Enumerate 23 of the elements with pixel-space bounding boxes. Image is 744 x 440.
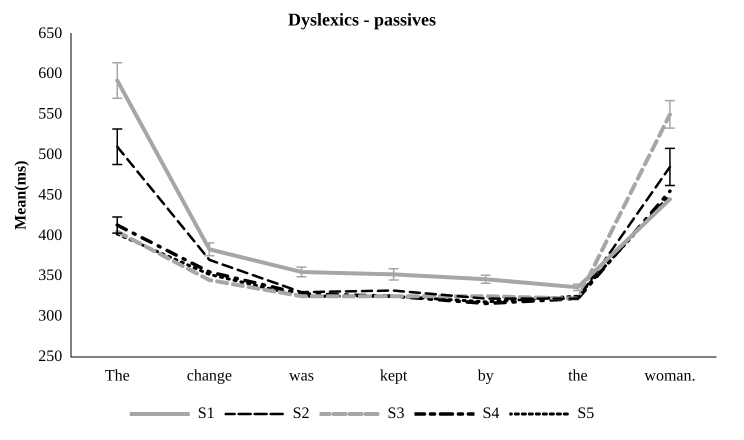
x-tick-label: woman.: [644, 368, 696, 385]
x-tick-label: the: [568, 368, 588, 385]
chart-title: Dyslexics - passives: [288, 9, 436, 30]
y-tick-label: 300: [38, 308, 62, 325]
x-tick-label: kept: [380, 368, 408, 385]
y-tick-label: 450: [38, 186, 62, 204]
x-tick-label: by: [478, 368, 494, 385]
y-tick-label: 600: [38, 65, 62, 82]
x-tick-label: change: [186, 368, 232, 385]
legend-label: S1: [198, 405, 215, 422]
y-axis-title: Mean(ms): [12, 160, 30, 230]
y-tick-label: 500: [38, 146, 62, 164]
y-tick-label: 650: [38, 24, 62, 42]
y-tick-label: 350: [38, 267, 62, 284]
y-tick-label: 400: [38, 226, 62, 244]
y-tick-label: 250: [38, 348, 62, 366]
x-tick-label: was: [289, 368, 314, 385]
legend-label: S2: [292, 405, 310, 422]
y-tick-label: 550: [38, 106, 62, 123]
legend-label: S4: [482, 405, 500, 422]
legend-label: S3: [388, 405, 404, 422]
legend-label: S5: [577, 405, 594, 422]
x-tick-label: The: [104, 368, 130, 385]
